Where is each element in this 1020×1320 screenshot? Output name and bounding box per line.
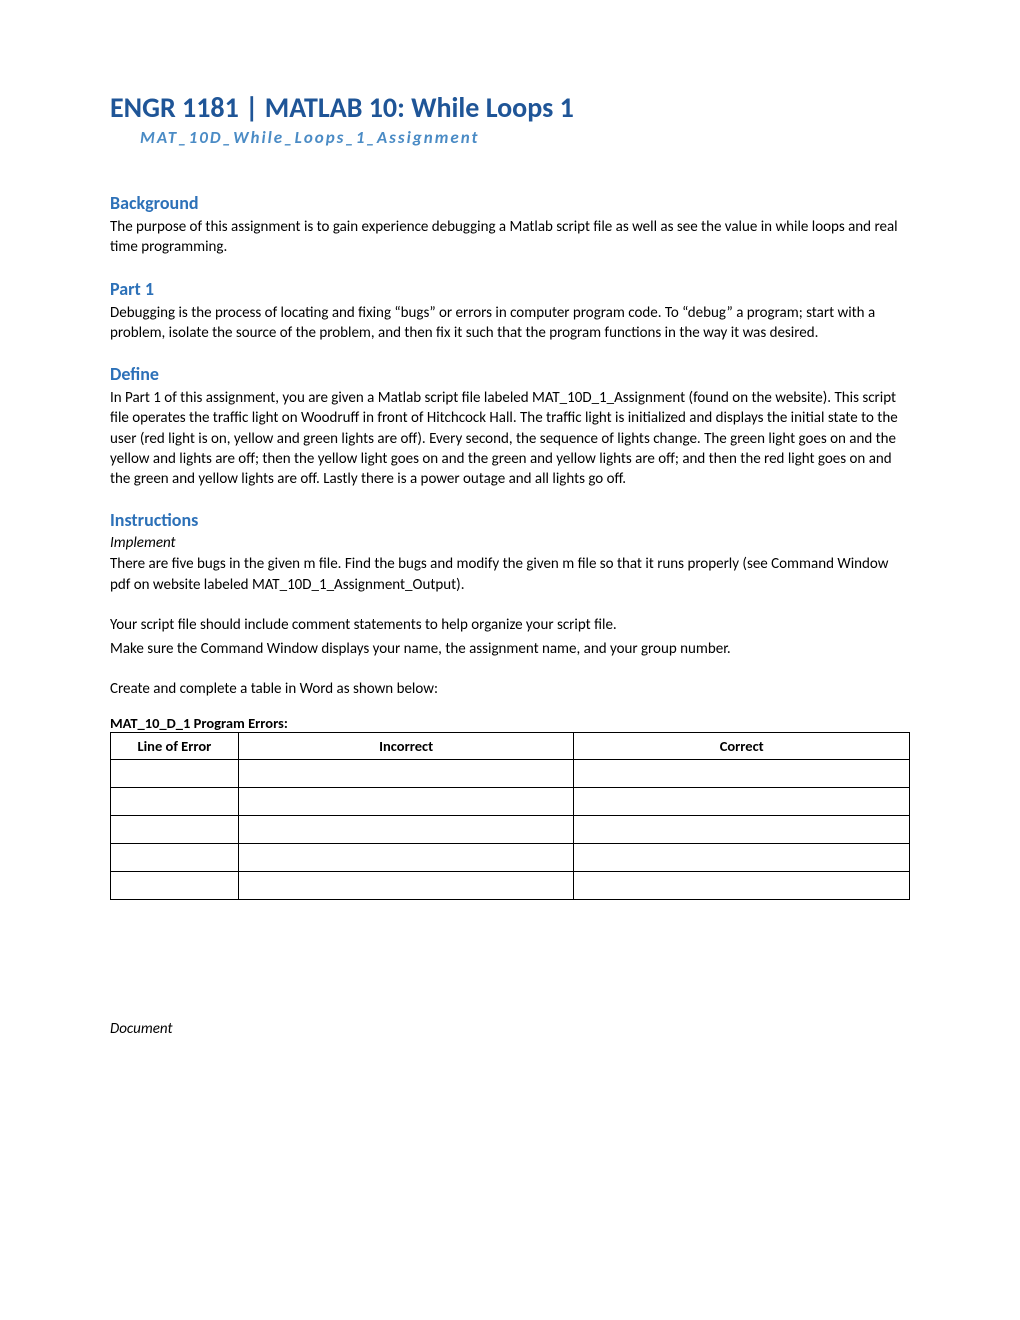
part1-text: Debugging is the process of locating and… [110,303,910,344]
footer-document: Document [110,1020,910,1038]
table-cell [574,787,910,815]
instructions-para3: Create and complete a table in Word as s… [110,679,910,699]
table-cell [574,843,910,871]
col-incorrect-header: Incorrect [238,732,574,759]
col-correct-header: Correct [574,732,910,759]
page-title: ENGR 1181 | MATLAB 10: While Loops 1 [110,90,910,125]
table-label: MAT_10_D_1 Program Errors: [110,714,910,732]
instructions-heading: Instructions [110,509,910,531]
table-row [111,815,910,843]
table-row [111,843,910,871]
table-row [111,787,910,815]
define-heading: Define [110,363,910,385]
instructions-para2a: Your script file should include comment … [110,615,910,635]
background-heading: Background [110,192,910,214]
table-cell [111,871,239,899]
errors-table: Line of Error Incorrect Correct [110,732,910,900]
table-cell [238,815,574,843]
table-body [111,759,910,899]
table-cell [111,815,239,843]
define-text: In Part 1 of this assignment, you are gi… [110,388,910,489]
table-cell [238,759,574,787]
instructions-para2b: Make sure the Command Window displays yo… [110,639,910,659]
table-cell [111,843,239,871]
background-text: The purpose of this assignment is to gai… [110,217,910,258]
implement-label: Implement [110,534,910,552]
table-row [111,759,910,787]
table-cell [574,759,910,787]
table-cell [111,787,239,815]
table-cell [238,787,574,815]
table-cell [238,871,574,899]
page-subtitle: MAT_10D_While_Loops_1_Assignment [110,127,910,148]
table-cell [238,843,574,871]
table-row [111,871,910,899]
part1-heading: Part 1 [110,278,910,300]
instructions-para1: There are five bugs in the given m file.… [110,554,910,595]
table-cell [111,759,239,787]
table-header-row: Line of Error Incorrect Correct [111,732,910,759]
col-line-header: Line of Error [111,732,239,759]
table-cell [574,815,910,843]
table-cell [574,871,910,899]
